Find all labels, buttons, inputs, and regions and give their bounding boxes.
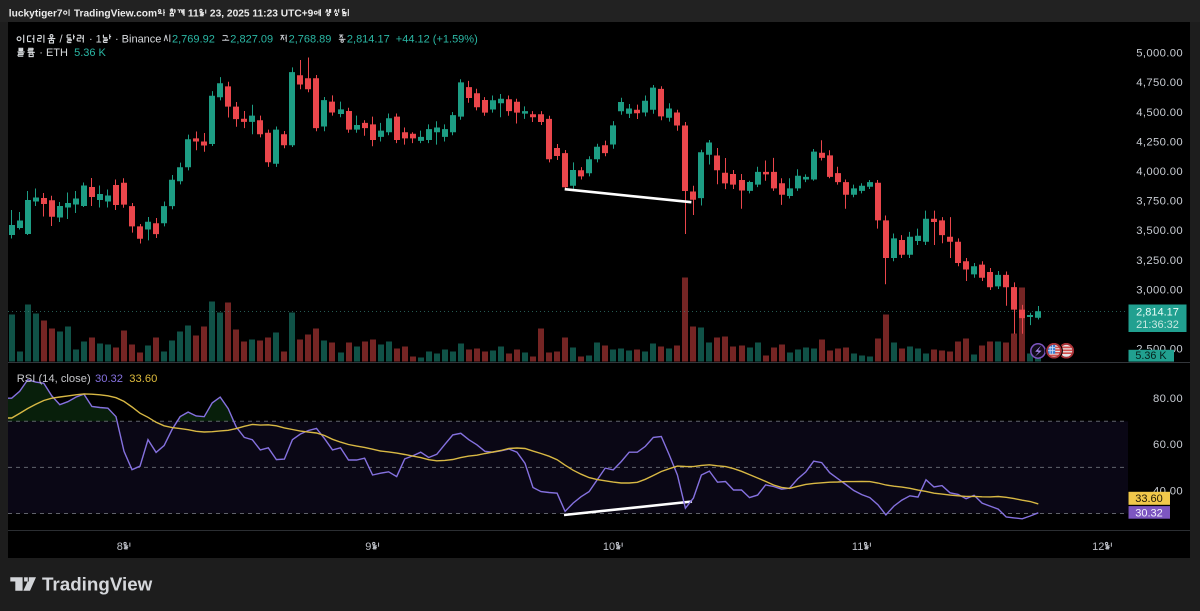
svg-text:4,750.00: 4,750.00 [1136, 77, 1183, 89]
svg-text:· ETH: · ETH [36, 47, 68, 59]
svg-text:11: 11 [185, 9, 199, 20]
svg-text:2,814.17: 2,814.17 [1136, 306, 1179, 318]
svg-text:23, 2025 11:23 UTC+9: 23, 2025 11:23 UTC+9 [207, 9, 314, 20]
svg-text:5.36 K: 5.36 K [74, 47, 106, 59]
svg-text:30.32: 30.32 [1135, 507, 1163, 519]
svg-text:RSI (14, close): RSI (14, close) [17, 373, 91, 385]
svg-text:60.00: 60.00 [1153, 439, 1183, 451]
svg-text:3,750.00: 3,750.00 [1136, 196, 1183, 208]
svg-text:2,814.17: 2,814.17 [347, 33, 390, 45]
svg-text:TradingView: TradingView [42, 574, 153, 595]
svg-text:4,500.00: 4,500.00 [1136, 107, 1183, 119]
svg-text:4,250.00: 4,250.00 [1136, 136, 1183, 148]
svg-text:3,000.00: 3,000.00 [1136, 284, 1183, 296]
svg-text:+44.12 (+1.59%): +44.12 (+1.59%) [390, 33, 478, 45]
svg-text:· Binance: · Binance [112, 33, 162, 45]
svg-text:21:36:32: 21:36:32 [1136, 319, 1179, 331]
svg-text:/: / [57, 33, 66, 45]
svg-text:5,000.00: 5,000.00 [1136, 48, 1183, 60]
svg-text:TradingView.com: TradingView.com [71, 9, 157, 20]
svg-text:4,000.00: 4,000.00 [1136, 166, 1183, 178]
svg-text:33.60: 33.60 [1135, 493, 1163, 505]
svg-text:80.00: 80.00 [1153, 393, 1183, 405]
svg-text:30.32: 30.32 [95, 373, 123, 385]
svg-text:10: 10 [603, 541, 615, 553]
svg-text:11: 11 [852, 541, 863, 553]
svg-text:2,827.09: 2,827.09 [230, 33, 273, 45]
svg-text:· 1: · 1 [86, 33, 102, 45]
svg-text:12: 12 [1092, 541, 1104, 553]
svg-text:5.36 K: 5.36 K [1135, 350, 1167, 362]
svg-text:3,500.00: 3,500.00 [1136, 225, 1183, 237]
svg-text:33.60: 33.60 [129, 373, 157, 385]
svg-text:3,250.00: 3,250.00 [1136, 255, 1183, 267]
svg-text:2,768.89: 2,768.89 [289, 33, 332, 45]
svg-text:9: 9 [365, 541, 371, 553]
svg-text:2,769.92: 2,769.92 [172, 33, 215, 45]
svg-text:8: 8 [117, 541, 123, 553]
svg-text:luckytiger7: luckytiger7 [9, 9, 63, 20]
